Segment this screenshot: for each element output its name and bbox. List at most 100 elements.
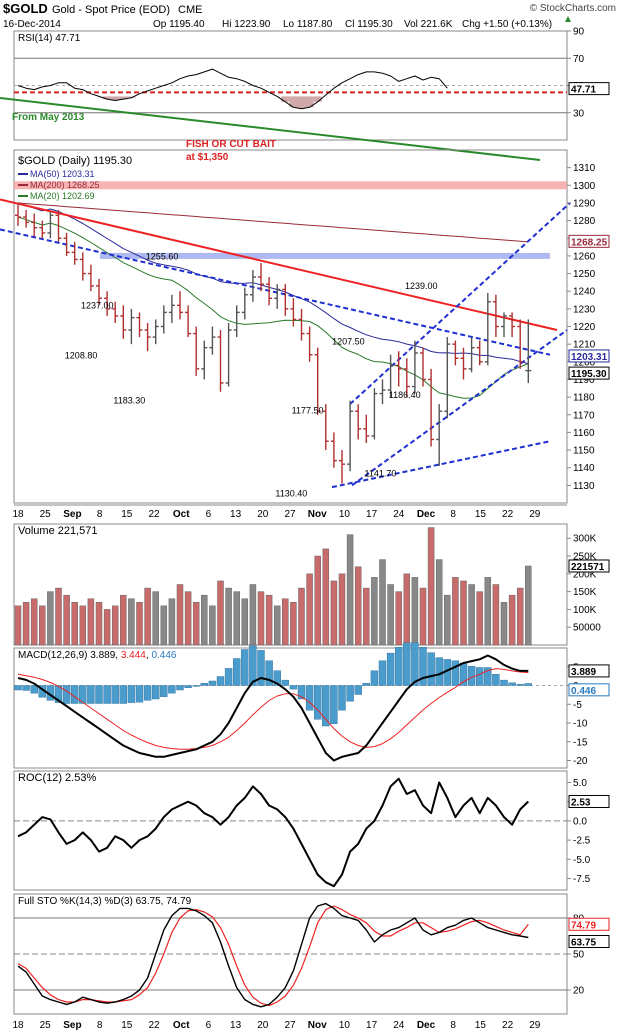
macd-histogram-bar — [386, 652, 395, 686]
bottom-x-label: 18 — [12, 1020, 24, 1031]
top-x-label: Nov — [308, 509, 327, 520]
macd-histogram-bar — [103, 685, 111, 704]
volume-bar — [120, 594, 127, 646]
bottom-x-label: 25 — [40, 1020, 52, 1031]
sto-title: Full STO %K(14,3) %D(3) 63.75, 74.79 — [18, 896, 192, 907]
top-x-label: 17 — [366, 509, 378, 520]
ma50-line — [17, 202, 529, 365]
y-tick-label: -20 — [573, 756, 588, 767]
volume-bar — [111, 605, 119, 646]
macd-histogram-bar — [305, 685, 314, 711]
y-tick-label: 1250 — [573, 269, 596, 280]
y-tick-label: 1300 — [573, 181, 596, 192]
macd-histogram-bar — [249, 645, 257, 686]
top-x-label: 8 — [450, 509, 456, 520]
top-x-label: 13 — [230, 509, 242, 520]
macd-histogram-bar — [395, 647, 403, 686]
macd-histogram-bar — [297, 685, 306, 700]
top-x-label: 24 — [393, 509, 405, 520]
volume-bar — [265, 594, 273, 646]
volume-value-tag: 221571 — [571, 562, 605, 573]
price-annotation: 1183.30 — [113, 395, 145, 405]
volume-bar — [152, 591, 159, 646]
volume-bar — [241, 598, 249, 646]
y-tick-label: -5.0 — [573, 855, 591, 866]
bottom-x-label: 10 — [339, 1020, 351, 1031]
y-tick-label: 1240 — [573, 287, 596, 298]
volume-bar — [136, 602, 143, 646]
volume-title: Volume 221,571 — [18, 525, 98, 537]
y-tick-label: 250K — [573, 552, 597, 563]
ma200-line — [17, 202, 529, 243]
top-x-label: 18 — [12, 509, 24, 520]
volume-bar — [55, 587, 62, 646]
y-tick-label: 1170 — [573, 410, 595, 421]
macd-histogram-bar — [176, 685, 184, 691]
macd-histogram-bar — [476, 667, 484, 686]
macd-histogram-bar — [524, 683, 532, 686]
volume-bar — [492, 584, 500, 646]
volume-bar — [484, 577, 492, 646]
note-line-2: at $1,350 — [186, 152, 229, 163]
bottom-x-label: 27 — [284, 1020, 296, 1031]
channel-upper-line — [349, 202, 571, 405]
y-tick-label: 1220 — [573, 322, 596, 333]
volume-bar — [87, 598, 95, 646]
lower-trend-line — [0, 228, 551, 356]
bottom-x-label: 8 — [450, 1020, 456, 1031]
top-x-label: 22 — [502, 509, 514, 520]
volume-bar — [282, 598, 289, 646]
top-x-label: 29 — [529, 509, 541, 520]
price-annotation: 1207.50 — [332, 337, 365, 347]
y-tick-label: 1160 — [573, 428, 595, 439]
y-tick-label: -2.5 — [573, 836, 591, 847]
volume-bar — [128, 598, 135, 646]
y-tick-label: 0.0 — [573, 816, 587, 827]
volume-bar — [346, 534, 354, 646]
macd-histogram-bar — [378, 660, 387, 686]
volume-bar — [403, 573, 411, 646]
volume-bar — [168, 598, 176, 646]
roc-title: ROC(12) 2.53% — [18, 772, 96, 784]
macd-line — [17, 654, 529, 762]
volume-bar — [314, 555, 321, 646]
rsi-shade — [297, 96, 306, 109]
volume-bar — [330, 580, 338, 646]
y-tick-label: 1230 — [573, 304, 596, 315]
price-annotation: 1239.00 — [405, 281, 438, 291]
macd-histogram-bar — [362, 683, 370, 686]
sto-d-tag-box — [568, 917, 610, 931]
volume-bar — [395, 591, 402, 646]
rsi-value-tag-box — [568, 82, 610, 96]
chart-exchange: CME — [178, 4, 202, 16]
price-tag: 1203.31 — [571, 352, 608, 363]
macd-histogram-bar — [62, 685, 71, 704]
volume-bar — [273, 605, 281, 646]
volume-bar — [71, 602, 78, 646]
macd-histogram-bar — [500, 679, 508, 686]
rsi-shade — [289, 96, 298, 108]
volume-bar — [516, 587, 524, 646]
macd-histogram-bar — [354, 685, 362, 695]
chart-high: Hi 1223.90 — [222, 19, 271, 30]
macd-histogram-bar — [111, 685, 119, 704]
top-x-label: Dec — [417, 509, 436, 520]
volume-bar — [79, 605, 87, 646]
macd-panel-frame — [13, 647, 568, 769]
note-line-1: FISH OR CUT BAIT — [186, 139, 276, 150]
sto-k-tag-box — [568, 935, 610, 948]
y-tick-label: 50000 — [573, 623, 601, 634]
volume-bar — [103, 609, 111, 646]
macd-histogram-bar — [281, 679, 289, 686]
roc-line — [17, 777, 529, 888]
macd-histogram-bar — [338, 685, 346, 711]
macd-histogram-bar — [451, 660, 460, 686]
price-panel-frame — [13, 149, 568, 504]
y-tick-label: 100K — [573, 605, 597, 616]
legend-entry: MA(200) 1268.25 — [30, 180, 100, 190]
macd-histogram-bar — [87, 685, 95, 704]
support-zone — [100, 252, 550, 259]
volume-bar — [387, 584, 394, 646]
volume-bar — [476, 591, 483, 646]
